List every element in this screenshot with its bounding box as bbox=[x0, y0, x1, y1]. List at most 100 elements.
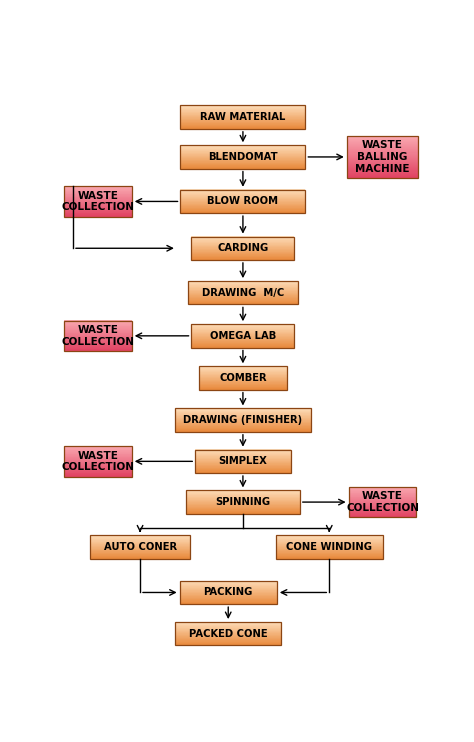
Bar bbox=[91, 548, 190, 549]
Bar bbox=[175, 431, 311, 432]
Bar bbox=[91, 541, 190, 542]
Bar bbox=[181, 152, 305, 153]
Bar bbox=[195, 459, 291, 460]
Bar bbox=[175, 423, 311, 424]
Bar bbox=[175, 636, 282, 637]
Bar bbox=[181, 155, 305, 156]
Bar bbox=[175, 421, 311, 422]
Bar bbox=[64, 341, 132, 342]
Bar bbox=[186, 493, 300, 494]
Text: SPINNING: SPINNING bbox=[215, 497, 271, 507]
Bar bbox=[348, 502, 417, 504]
Bar bbox=[348, 489, 417, 490]
Bar bbox=[181, 105, 305, 129]
Bar bbox=[64, 324, 132, 325]
Bar bbox=[64, 451, 132, 452]
Bar bbox=[64, 211, 132, 212]
Bar bbox=[64, 321, 132, 322]
Bar bbox=[175, 429, 311, 430]
Bar bbox=[186, 502, 300, 503]
Bar bbox=[175, 420, 311, 421]
Bar bbox=[180, 585, 277, 587]
Bar bbox=[64, 335, 132, 337]
Bar bbox=[195, 458, 291, 459]
Bar bbox=[181, 151, 305, 152]
Bar bbox=[276, 553, 383, 554]
Bar bbox=[91, 542, 190, 543]
Bar bbox=[186, 500, 300, 501]
Bar bbox=[180, 594, 277, 595]
Bar bbox=[191, 239, 294, 240]
Bar bbox=[195, 467, 291, 468]
Bar bbox=[199, 367, 287, 390]
Bar bbox=[64, 448, 132, 449]
Bar bbox=[346, 157, 419, 158]
Bar bbox=[64, 323, 132, 324]
Bar bbox=[191, 332, 294, 333]
Bar bbox=[175, 637, 282, 638]
Bar bbox=[64, 198, 132, 199]
Bar bbox=[175, 634, 282, 635]
Bar bbox=[64, 188, 132, 189]
Bar bbox=[175, 641, 282, 642]
Bar bbox=[186, 498, 300, 499]
Bar bbox=[199, 385, 287, 386]
Bar bbox=[188, 290, 298, 291]
Bar bbox=[64, 206, 132, 208]
Bar bbox=[91, 536, 190, 537]
Bar bbox=[181, 114, 305, 115]
Bar bbox=[181, 200, 305, 201]
Bar bbox=[348, 491, 417, 492]
Bar bbox=[191, 324, 294, 325]
Bar bbox=[346, 147, 419, 148]
Bar bbox=[188, 286, 298, 287]
Bar bbox=[181, 209, 305, 210]
Text: BLOW ROOM: BLOW ROOM bbox=[208, 197, 278, 206]
Bar bbox=[181, 192, 305, 193]
Bar bbox=[64, 332, 132, 334]
Bar bbox=[195, 454, 291, 455]
Bar bbox=[175, 412, 311, 413]
Bar bbox=[191, 253, 294, 254]
Bar bbox=[175, 642, 282, 643]
Bar bbox=[181, 196, 305, 197]
Bar bbox=[348, 501, 417, 502]
Bar bbox=[91, 558, 190, 559]
Bar bbox=[175, 424, 311, 425]
Bar bbox=[199, 385, 287, 386]
Bar bbox=[276, 545, 383, 546]
Bar bbox=[191, 256, 294, 257]
Bar bbox=[175, 633, 282, 634]
Bar bbox=[175, 634, 282, 635]
Bar bbox=[180, 583, 277, 584]
Bar bbox=[181, 160, 305, 161]
Bar bbox=[91, 539, 190, 540]
Bar bbox=[191, 335, 294, 336]
Bar bbox=[64, 189, 132, 190]
Bar bbox=[181, 210, 305, 211]
Bar bbox=[64, 336, 132, 338]
Bar bbox=[175, 623, 282, 624]
Bar bbox=[181, 126, 305, 127]
Bar bbox=[346, 136, 419, 178]
Bar bbox=[181, 198, 305, 199]
Bar bbox=[180, 597, 277, 598]
Bar bbox=[346, 136, 419, 137]
Bar bbox=[195, 471, 291, 472]
Bar bbox=[181, 193, 305, 194]
Bar bbox=[175, 632, 282, 633]
Bar bbox=[199, 384, 287, 385]
Bar bbox=[64, 345, 132, 346]
Bar bbox=[276, 556, 383, 557]
Bar bbox=[276, 546, 383, 547]
Bar bbox=[191, 237, 294, 238]
Bar bbox=[186, 492, 300, 493]
Bar bbox=[276, 551, 383, 552]
Bar bbox=[195, 462, 291, 463]
Bar bbox=[191, 338, 294, 339]
Bar bbox=[181, 111, 305, 113]
Bar bbox=[195, 472, 291, 473]
Bar bbox=[64, 186, 132, 217]
Bar bbox=[186, 490, 300, 491]
Bar bbox=[186, 496, 300, 497]
